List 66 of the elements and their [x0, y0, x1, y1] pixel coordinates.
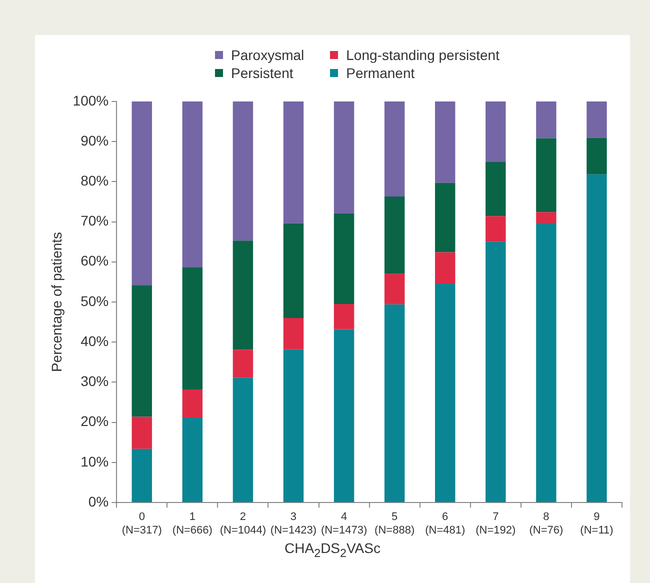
- y-tick-label: 70%: [80, 212, 109, 229]
- bar: [435, 284, 456, 502]
- bar: [132, 285, 152, 417]
- x-tick-label: 7 (N=192): [476, 511, 516, 536]
- legend-label: Permanent: [346, 65, 415, 81]
- bar: [334, 329, 354, 502]
- bar: [536, 138, 556, 212]
- bar: [283, 223, 304, 318]
- y-tick-label: 80%: [80, 172, 109, 188]
- y-tick-label: 20%: [80, 413, 109, 430]
- legend-label: Paroxysmal: [231, 47, 304, 63]
- bar: [182, 389, 203, 418]
- bar: [283, 101, 304, 224]
- x-tick-label: 5 (N=888): [374, 511, 415, 536]
- bar: [586, 101, 607, 138]
- bar: [435, 182, 456, 252]
- y-tick-label: 30%: [80, 373, 109, 390]
- x-tick-label: 6 (N=481): [425, 511, 466, 536]
- y-tick-label: 0%: [88, 493, 109, 510]
- bar: [232, 101, 254, 241]
- bar: [384, 274, 405, 304]
- bar: [586, 174, 607, 502]
- x-tick-label: 1 (N=666): [172, 511, 212, 536]
- bar: [486, 162, 506, 216]
- bar: [536, 101, 556, 138]
- bar: [486, 101, 506, 162]
- x-tick-label: 2 (N=1044): [220, 511, 266, 536]
- x-tick-label: 3 (N=1423): [270, 511, 317, 536]
- bar: [435, 252, 456, 284]
- x-tick-label: 0 (N=317): [122, 511, 162, 536]
- bar: [182, 418, 203, 502]
- bar: [334, 213, 354, 304]
- y-tick-label: 100%: [72, 92, 109, 108]
- x-tick-label: 8 (N=76): [529, 511, 564, 536]
- y-tick-label: 60%: [80, 252, 109, 269]
- bar: [384, 101, 405, 196]
- bar: [232, 350, 254, 378]
- bar: [486, 242, 506, 502]
- bar: [334, 101, 354, 214]
- y-tick-label: 90%: [80, 132, 109, 148]
- bar: [384, 196, 405, 274]
- y-tick-label: 50%: [80, 292, 109, 309]
- legend-label: Long-standing persistent: [346, 47, 500, 63]
- bar: [384, 304, 405, 502]
- bar: [435, 101, 456, 183]
- bar: [486, 216, 506, 242]
- x-axis-title: CHA$_{2}$DS$_{2}$VASc: [284, 540, 382, 560]
- bar: [283, 349, 304, 502]
- bar: [232, 240, 254, 350]
- bar: [536, 212, 556, 223]
- x-tick-label: 9 (N=11): [580, 511, 614, 536]
- bar: [283, 318, 304, 350]
- y-tick-label: 10%: [80, 453, 109, 470]
- legend-label: Persistent: [231, 65, 294, 81]
- bar: [182, 101, 203, 268]
- bar: [334, 304, 354, 330]
- x-tick-label: 4 (N=1473): [320, 511, 368, 536]
- bar: [536, 222, 556, 502]
- y-tick-label: 40%: [80, 332, 109, 349]
- bar: [132, 101, 152, 286]
- bar: [586, 138, 607, 174]
- bar: [132, 448, 152, 502]
- bar: [132, 416, 152, 449]
- y-axis-title: Percentage of patients: [48, 232, 64, 372]
- bar: [232, 378, 254, 502]
- bar: [182, 267, 203, 390]
